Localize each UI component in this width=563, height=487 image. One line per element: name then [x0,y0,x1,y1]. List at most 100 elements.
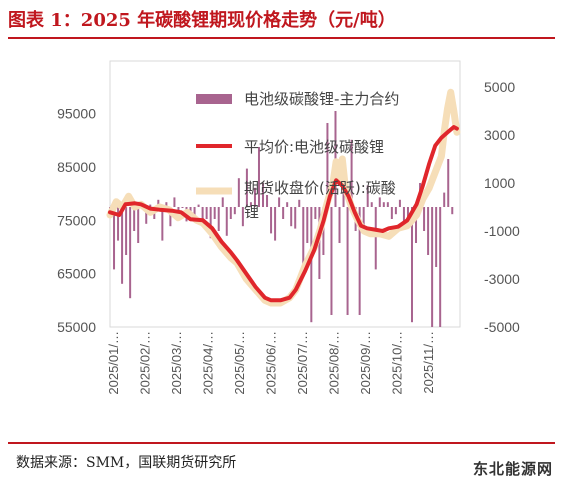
spread-bar [233,207,236,215]
spread-bar [262,183,265,207]
legend-label-wrap: 锂 [244,203,259,221]
spread-bar [173,197,176,207]
spread-bar [193,207,196,217]
spread-bar [431,207,434,327]
chart-title: 图表 1：2025 年碳酸锂期现价格走势（元/吨） [8,10,396,31]
right-tick-label: -3000 [484,271,520,287]
left-tick-label: 85000 [57,159,96,175]
spread-bar [394,207,397,215]
spread-bar [410,207,413,323]
plot-frame [109,60,461,328]
left-tick-label: 75000 [57,212,96,228]
spread-bar [209,207,212,239]
left-tick-label: 65000 [57,266,96,282]
spread-bar [350,139,353,207]
spread-bar [294,207,297,229]
legend-label: 期货收盘价(活跃):碳酸 [244,179,396,197]
spread-bar [137,207,140,243]
spread-bar [145,207,148,224]
x-tick-label: 2025/09/… [358,331,373,395]
spread-bar [245,168,248,207]
spread-bar [205,207,208,219]
spread-bar [169,207,172,227]
legend-label: 平均价:电池级碳酸锂 [244,138,384,156]
x-tick-label: 2025/05/… [232,331,247,395]
x-tick-label: 2025/02/… [138,331,153,395]
spread-bar [378,197,381,207]
title-rule [8,37,555,39]
spread-bar [286,202,289,207]
spread-bar [201,207,204,227]
spread-bar [314,207,317,219]
spread-bar [406,207,409,217]
watermark-logo: 东北能源网 [472,460,553,478]
spread-bar [121,207,124,284]
spread-bar [423,207,426,231]
spread-bar [427,207,430,255]
spread-bar [274,207,277,241]
x-tick-label: 2025/04/… [201,331,216,395]
futures-price-line [106,88,461,307]
left-tick-label: 95000 [57,106,96,122]
spread-bar [161,207,164,241]
spread-bar [322,207,325,255]
x-tick-label: 2025/03/… [169,331,184,395]
spread-bar [358,207,361,315]
right-tick-label: 1000 [484,175,515,191]
x-axis: 2025/01/… 2025/02/… 2025/03/… 2025/04/… 2025… [106,331,436,395]
spread-bar [338,207,341,243]
spread-bar [302,207,305,265]
spread-bar [386,202,389,207]
spread-bar [257,147,260,207]
spread-bar [415,207,418,243]
right-tick-label: 5000 [484,79,515,95]
left-tick-label: 55000 [57,319,96,335]
x-tick-label: 2025/10/… [390,331,405,395]
spread-bar [266,195,269,207]
x-tick-label: 2025/01/… [106,331,121,395]
right-tick-label: -5000 [484,319,520,335]
spread-bar [390,207,393,219]
spread-bar [382,202,385,207]
spread-bar [435,207,438,267]
spread-bar [125,207,128,255]
spread-bar [370,202,373,207]
spread-bar [290,207,293,227]
spread-bar [165,202,168,207]
source-note: 数据来源：SMM，国联期货研究所 [16,455,237,471]
left-axis: 55000 65000 75000 85000 95000 [57,106,96,335]
spread-bar [447,159,450,207]
spread-bar [217,207,220,231]
spread-bar [129,207,132,299]
legend-label: 电池级碳酸锂-主力合约 [244,90,399,108]
spot-price-line [108,125,459,303]
spread-bar [306,207,309,243]
right-tick-label: 3000 [484,127,515,143]
x-tick-label: 2025/07/… [295,331,310,395]
spread-bar [113,207,116,270]
spread-bar [366,185,369,207]
spread-bar [117,207,120,241]
spread-bar [443,192,446,207]
right-tick-label: -1000 [484,223,520,239]
spread-bar [197,204,200,207]
spread-bar [346,207,349,315]
spread-bar [374,207,377,270]
spread-bar [451,207,454,215]
x-tick-label: 2025/08/… [327,331,342,395]
spread-bar [149,204,152,207]
spread-bar [398,199,401,207]
spread-bar [225,207,228,236]
spread-bar [270,207,273,234]
spread-bar [330,207,333,315]
x-tick-label: 2025/06/… [264,331,279,395]
spread-bar [310,207,313,323]
spread-bar [237,178,240,207]
spread-bar [157,199,160,207]
spread-bar [298,199,301,207]
spread-bar [253,187,256,207]
spread-bar [189,207,192,212]
spread-bar [241,207,244,227]
